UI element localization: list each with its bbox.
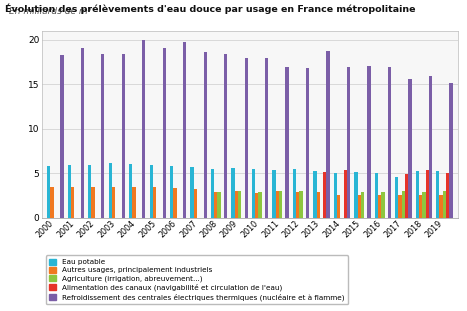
Bar xyxy=(153,188,156,218)
Bar xyxy=(439,196,443,218)
Bar xyxy=(224,54,227,218)
Bar xyxy=(50,187,54,218)
Bar xyxy=(381,192,384,218)
Bar xyxy=(142,40,145,218)
Bar xyxy=(132,188,135,218)
Bar xyxy=(235,191,238,218)
Bar xyxy=(279,191,282,218)
Bar xyxy=(425,170,429,218)
Bar xyxy=(306,67,309,218)
Bar xyxy=(323,172,326,218)
Bar xyxy=(88,165,92,218)
Bar xyxy=(368,66,371,218)
Bar xyxy=(449,83,453,218)
Bar xyxy=(265,58,268,218)
Bar xyxy=(108,163,112,218)
Bar xyxy=(296,192,299,218)
Bar xyxy=(47,166,50,218)
Bar xyxy=(245,58,248,218)
Bar xyxy=(446,173,449,218)
Bar xyxy=(299,191,303,218)
Bar xyxy=(334,173,337,218)
Bar xyxy=(443,191,446,218)
Bar xyxy=(285,67,289,218)
Bar xyxy=(408,79,411,218)
Bar xyxy=(276,191,279,218)
Bar xyxy=(232,168,235,218)
Bar xyxy=(317,192,320,218)
Bar xyxy=(272,170,276,218)
Legend: Eau potable, Autres usages, principalement industriels, Agriculture (irrigation,: Eau potable, Autres usages, principaleme… xyxy=(46,255,348,304)
Bar xyxy=(361,192,364,218)
Bar xyxy=(71,187,74,218)
Bar xyxy=(252,169,255,218)
Bar xyxy=(347,67,350,218)
Bar xyxy=(170,166,173,218)
Bar xyxy=(405,174,408,218)
Bar xyxy=(238,191,241,218)
Bar xyxy=(337,196,340,218)
Bar xyxy=(326,51,330,218)
Bar xyxy=(214,192,218,218)
Bar xyxy=(204,53,207,218)
Bar xyxy=(419,196,422,218)
Bar xyxy=(402,191,405,218)
Bar xyxy=(313,171,317,218)
Bar xyxy=(60,55,64,218)
Bar xyxy=(422,192,425,218)
Bar xyxy=(101,54,105,218)
Bar xyxy=(112,187,115,218)
Text: En milliards de m³: En milliards de m³ xyxy=(9,7,91,16)
Bar xyxy=(293,169,296,218)
Bar xyxy=(358,195,361,218)
Bar xyxy=(429,76,432,218)
Bar xyxy=(163,48,166,218)
Bar xyxy=(255,193,258,218)
Bar xyxy=(354,172,358,218)
Bar xyxy=(194,189,197,218)
Bar xyxy=(344,170,347,218)
Bar xyxy=(183,42,186,218)
Bar xyxy=(378,196,381,218)
Bar xyxy=(92,187,95,218)
Bar xyxy=(218,192,221,218)
Bar xyxy=(395,177,398,218)
Bar xyxy=(68,165,71,218)
Bar xyxy=(122,54,125,218)
Bar xyxy=(416,171,419,218)
Bar xyxy=(375,173,378,218)
Bar xyxy=(398,195,402,218)
Bar xyxy=(211,169,214,218)
Bar xyxy=(149,165,153,218)
Bar xyxy=(81,48,84,218)
Bar xyxy=(129,165,132,218)
Text: Évolution des prélèvements d'eau douce par usage en France métropolitaine: Évolution des prélèvements d'eau douce p… xyxy=(5,3,415,14)
Bar xyxy=(191,167,194,218)
Bar xyxy=(173,188,177,218)
Bar xyxy=(436,171,439,218)
Bar xyxy=(388,67,391,218)
Bar xyxy=(258,192,262,218)
